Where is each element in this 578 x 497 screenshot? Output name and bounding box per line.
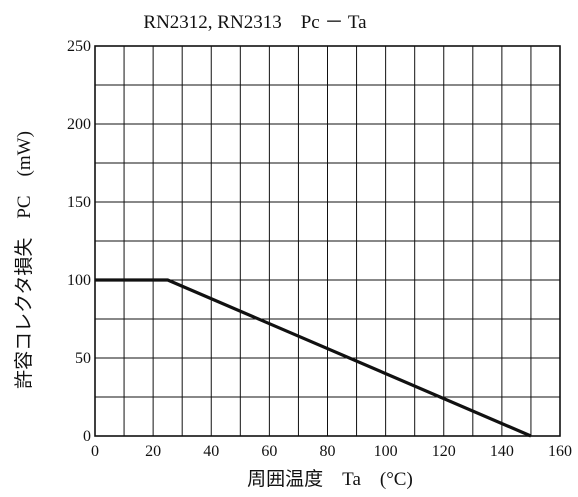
series-line-0 — [95, 278, 532, 438]
grid — [95, 46, 560, 436]
x-axis-label: 周囲温度 Ta (°C) — [247, 468, 413, 490]
x-tick-label: 160 — [548, 443, 572, 460]
tick-labels: 0 20 40 60 80 100 120 140 160 0 50 100 150 200 250 — [67, 38, 572, 460]
x-tick-label: 0 — [91, 443, 99, 460]
y-tick-label: 0 — [83, 428, 91, 445]
y-tick-label: 150 — [67, 194, 91, 211]
chart-title: RN2312, RN2313 Pc － Ta — [143, 12, 367, 33]
series-layer — [95, 278, 532, 438]
y-tick-label: 100 — [67, 272, 91, 289]
x-tick-label: 40 — [203, 443, 219, 460]
x-tick-label: 100 — [374, 443, 398, 460]
y-tick-label: 50 — [75, 350, 91, 367]
y-tick-label: 200 — [67, 116, 91, 133]
plot-frame — [94, 45, 561, 437]
x-tick-label: 20 — [145, 443, 161, 460]
y-tick-label: 250 — [67, 38, 91, 55]
x-tick-label: 140 — [490, 443, 514, 460]
x-tick-label: 80 — [320, 443, 336, 460]
x-tick-label: 60 — [261, 443, 277, 460]
x-tick-label: 120 — [432, 443, 456, 460]
y-axis-label: 許容コレクタ損失 PC (mW) — [13, 131, 35, 389]
